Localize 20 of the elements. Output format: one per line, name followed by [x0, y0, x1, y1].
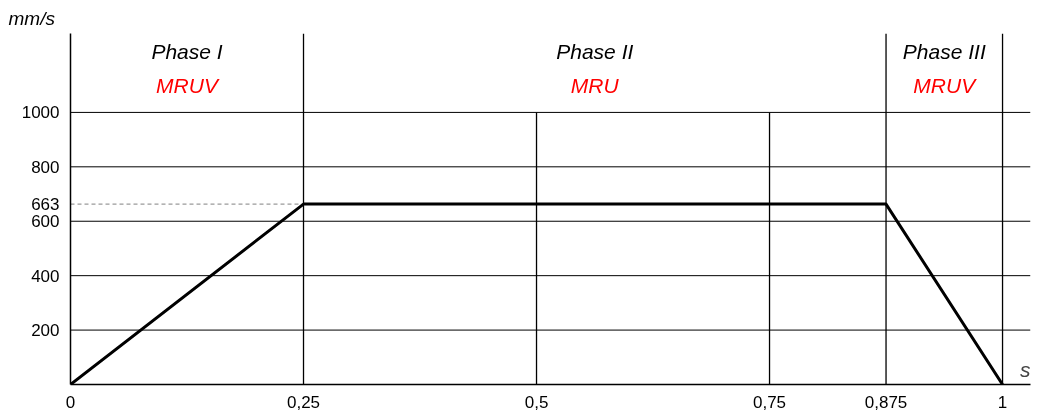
annotation: MRUV — [156, 73, 220, 97]
y-axis-title: mm/s — [8, 7, 56, 29]
x-tick-label: 1 — [997, 392, 1008, 412]
annotation: MRUV — [913, 73, 978, 97]
y-tick-label: 800 — [31, 157, 60, 177]
x-tick-label: 0,5 — [524, 392, 549, 412]
y-tick-label: 200 — [31, 321, 60, 341]
annotation: Phase I — [151, 39, 223, 63]
x-tick-label: 0 — [65, 392, 76, 412]
y-tick-label: 400 — [31, 266, 60, 286]
y-tick-label: 663 — [31, 195, 60, 215]
annotation: MRU — [570, 73, 620, 97]
annotation: Phase III — [902, 39, 986, 63]
y-tick-label: 600 — [31, 212, 60, 232]
y-tick-label: 1000 — [21, 103, 60, 123]
x-tick-label: 0,25 — [286, 392, 321, 412]
x-axis-title: s — [1020, 357, 1031, 381]
annotation: Phase II — [556, 39, 634, 63]
x-tick-label: 0,75 — [752, 392, 787, 412]
x-tick-label: 0,875 — [864, 392, 908, 412]
